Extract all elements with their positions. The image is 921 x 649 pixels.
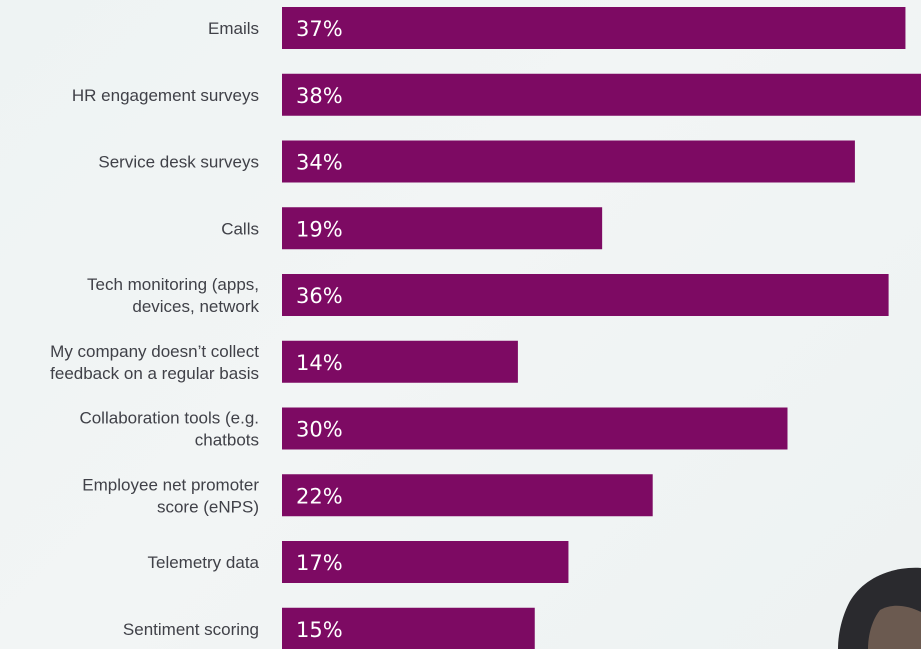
category-label-line: Service desk surveys xyxy=(98,153,259,172)
value-label-0: 37% xyxy=(296,17,343,41)
category-label-9: Sentiment scoring xyxy=(123,620,259,639)
category-label-1: HR engagement surveys xyxy=(72,86,259,105)
bar-2 xyxy=(282,140,855,183)
category-label-4: Tech monitoring (apps, devices, network xyxy=(87,275,259,316)
category-label-0: Emails xyxy=(208,19,259,38)
category-label-5: My company doesn’t collect feedback on a … xyxy=(50,342,259,383)
category-label-7: Employee net promoter score (eNPS) xyxy=(82,475,259,516)
bar-0 xyxy=(282,7,906,49)
category-label-line: chatbots xyxy=(195,431,259,450)
value-label-2: 34% xyxy=(296,151,343,175)
category-label-line: Tech monitoring (apps, xyxy=(87,275,259,294)
value-label-7: 22% xyxy=(296,484,343,508)
category-label-line: Telemetry data xyxy=(148,553,260,572)
category-label-line: Sentiment scoring xyxy=(123,620,259,639)
category-label-2: Service desk surveys xyxy=(98,153,259,172)
background-person-photo xyxy=(838,567,921,649)
bar-6 xyxy=(282,407,788,450)
bar-5 xyxy=(282,340,518,383)
bars: 37% 38% 34% 19% 36% 14% 30% 22% 17% 15% xyxy=(282,7,921,649)
bar-9 xyxy=(282,607,535,649)
category-label-line: Emails xyxy=(208,19,259,38)
category-labels: Emails HR engagement surveys Service desk … xyxy=(50,19,259,639)
bar-4 xyxy=(282,274,889,316)
category-label-line: HR engagement surveys xyxy=(72,86,259,105)
value-label-6: 30% xyxy=(296,418,343,442)
bar-7 xyxy=(282,474,653,517)
category-label-line: Employee net promoter xyxy=(82,475,259,494)
category-label-line: Calls xyxy=(221,219,259,238)
category-label-line: Collaboration tools (e.g. xyxy=(79,409,259,428)
category-label-line: feedback on a regular basis xyxy=(50,364,259,383)
value-label-5: 14% xyxy=(296,351,343,375)
bar-8 xyxy=(282,541,569,583)
category-label-3: Calls xyxy=(221,219,259,238)
value-label-9: 15% xyxy=(296,618,343,642)
bar-1 xyxy=(282,73,921,116)
value-label-3: 19% xyxy=(296,217,343,241)
category-label-6: Collaboration tools (e.g. chatbots xyxy=(79,409,259,450)
category-label-line: score (eNPS) xyxy=(157,497,259,516)
value-label-4: 36% xyxy=(296,284,343,308)
category-label-line: My company doesn’t collect xyxy=(50,342,259,361)
value-label-8: 17% xyxy=(296,551,343,575)
category-label-8: Telemetry data xyxy=(148,553,260,572)
value-label-1: 38% xyxy=(296,84,343,108)
bar-3 xyxy=(282,207,603,250)
category-label-line: devices, network xyxy=(132,297,259,316)
